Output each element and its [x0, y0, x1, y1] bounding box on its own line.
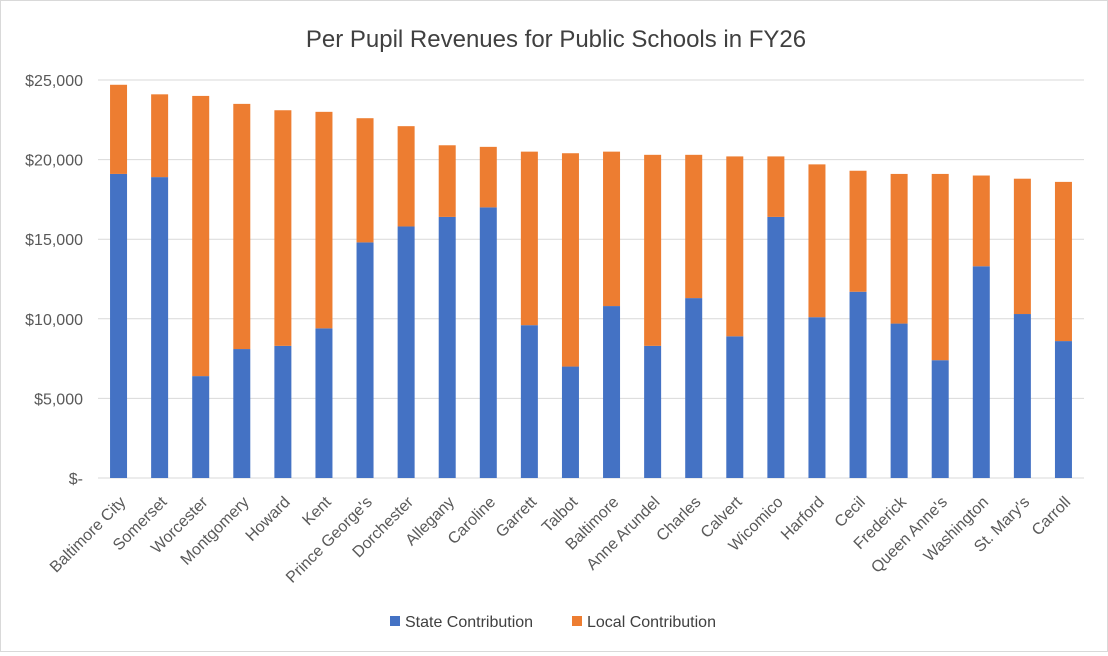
y-tick-label: $15,000	[25, 232, 83, 249]
bar-state-contribution	[972, 266, 990, 478]
bar-state-contribution	[849, 291, 867, 478]
legend-swatch-local	[572, 616, 582, 626]
y-tick-label: $10,000	[25, 312, 83, 329]
bar-state-contribution	[561, 366, 579, 478]
y-tick-label: $20,000	[25, 153, 83, 170]
legend-label-local: Local Contribution	[587, 614, 716, 631]
bar-local-contribution	[520, 151, 538, 326]
bar-state-contribution	[1013, 314, 1031, 478]
legend-label-state: State Contribution	[405, 614, 533, 631]
x-tick-label: Charles	[654, 494, 705, 545]
y-tick-label: $-	[69, 471, 83, 488]
bars	[110, 84, 1072, 479]
x-tick-label: Cecil	[832, 494, 869, 531]
x-tick-label: Kent	[299, 493, 335, 529]
bar-local-contribution	[356, 118, 374, 243]
bar-state-contribution	[890, 323, 908, 478]
bar-state-contribution	[1054, 341, 1072, 478]
y-axis: $- $5,000 $10,000 $15,000 $20,000 $25,000	[25, 73, 83, 488]
bar-local-contribution	[315, 111, 333, 329]
bar-state-contribution	[644, 345, 662, 478]
y-tick-label: $5,000	[34, 391, 83, 408]
bar-local-contribution	[808, 164, 826, 318]
bar-state-contribution	[397, 226, 415, 478]
y-tick-label: $25,000	[25, 73, 83, 90]
bar-local-contribution	[274, 110, 292, 346]
bar-local-contribution	[479, 146, 497, 208]
bar-local-contribution	[931, 173, 949, 361]
bar-local-contribution	[561, 153, 579, 367]
bar-state-contribution	[726, 336, 744, 478]
bar-local-contribution	[972, 175, 990, 267]
bar-state-contribution	[685, 298, 703, 478]
bar-local-contribution	[110, 84, 128, 174]
x-axis-labels: Baltimore CitySomersetWorcesterMontgomer…	[47, 493, 1074, 586]
x-tick-label: Anne Arundel	[583, 494, 663, 574]
bar-local-contribution	[233, 103, 251, 350]
bar-state-contribution	[151, 177, 169, 478]
bar-state-contribution	[767, 216, 785, 479]
bar-local-contribution	[644, 154, 662, 346]
chart-title: Per Pupil Revenues for Public Schools in…	[306, 26, 806, 53]
bar-local-contribution	[767, 156, 785, 217]
bar-state-contribution	[192, 376, 210, 478]
bar-state-contribution	[520, 325, 538, 478]
bar-local-contribution	[1013, 178, 1031, 315]
gridlines	[98, 79, 1084, 479]
bar-local-contribution	[1054, 181, 1072, 342]
bar-local-contribution	[438, 145, 456, 217]
bar-state-contribution	[274, 345, 292, 478]
x-tick-label: Howard	[243, 494, 294, 545]
bar-state-contribution	[438, 216, 456, 479]
bar-state-contribution	[315, 328, 333, 478]
legend-swatch-state	[390, 616, 400, 626]
x-tick-label: Garrett	[493, 493, 541, 541]
bar-local-contribution	[726, 156, 744, 337]
bar-local-contribution	[603, 151, 621, 307]
bar-state-contribution	[931, 360, 949, 478]
x-tick-label: Carroll	[1029, 494, 1074, 539]
bar-state-contribution	[808, 317, 826, 478]
bar-state-contribution	[603, 306, 621, 478]
bar-local-contribution	[397, 126, 415, 227]
bar-local-contribution	[151, 94, 169, 178]
legend: State Contribution Local Contribution	[390, 614, 716, 631]
bar-state-contribution	[110, 173, 128, 479]
bar-state-contribution	[479, 207, 497, 479]
bar-local-contribution	[685, 154, 703, 299]
x-tick-label: Harford	[778, 494, 828, 544]
bar-state-contribution	[356, 242, 374, 478]
bar-local-contribution	[890, 173, 908, 324]
bar-local-contribution	[849, 170, 867, 292]
bar-state-contribution	[233, 349, 251, 478]
bar-local-contribution	[192, 95, 210, 377]
